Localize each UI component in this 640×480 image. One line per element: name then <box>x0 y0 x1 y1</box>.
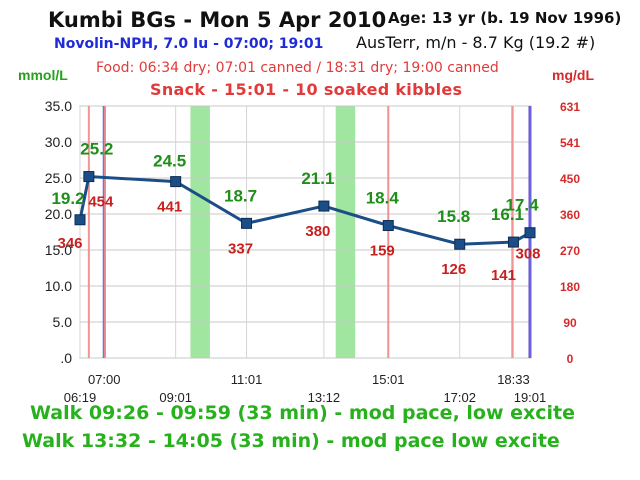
y-tick-label-right: 541 <box>560 136 580 150</box>
bg-point <box>170 176 182 188</box>
y-tick-label: 25.0 <box>45 170 72 186</box>
x-tick-label: 15:01 <box>372 372 405 387</box>
food-note: Food: 06:34 dry; 07:01 canned / 18:31 dr… <box>96 60 499 76</box>
bg-point <box>83 171 95 183</box>
breed-weight-label: AusTerr, m/n - 8.7 Kg (19.2 #) <box>356 33 596 52</box>
y-tick-label-right: 180 <box>560 280 580 294</box>
bg-point <box>524 227 536 239</box>
bg-label-mmol: 17.4 <box>505 196 539 215</box>
bg-point <box>454 238 466 250</box>
y-tick-label-right: 270 <box>560 244 580 258</box>
bg-label-mgdl: 346 <box>57 235 82 252</box>
chart-title: Kumbi BGs - Mon 5 Apr 2010 <box>48 8 387 32</box>
bg-point <box>74 214 86 226</box>
x-tick-label: 18:33 <box>497 372 530 387</box>
bg-label-mmol: 18.4 <box>366 189 400 208</box>
x-tick-label: 07:00 <box>88 372 121 387</box>
bg-label-mmol: 16.1 <box>491 205 524 224</box>
bg-label-mmol: 15.8 <box>437 207 470 226</box>
bg-label-mmol: 25.2 <box>80 140 113 159</box>
y-tick-label: 20.0 <box>45 206 72 222</box>
y-tick-label: .0 <box>60 350 72 366</box>
bg-label-mgdl: 380 <box>305 223 330 240</box>
bg-label-mgdl: 454 <box>88 194 114 211</box>
y-axis-label-right: mg/dL <box>552 67 594 83</box>
x-tick-label: 19:01 <box>514 390 547 405</box>
bg-label-mgdl: 441 <box>157 199 182 216</box>
y-tick-label: 30.0 <box>45 134 72 150</box>
bg-point <box>382 220 394 232</box>
walk-note-1: Walk 09:26 - 09:59 (33 min) - mod pace, … <box>30 402 576 424</box>
x-tick-label: 13:12 <box>308 390 341 405</box>
plot-area <box>79 105 531 359</box>
y-tick-label-right: 360 <box>560 208 580 222</box>
bg-label-mmol: 21.1 <box>301 169 334 188</box>
bg-point <box>507 236 519 248</box>
walk-band-1 <box>190 106 210 358</box>
y-tick-label-right: 450 <box>560 172 580 186</box>
x-tick-label: 17:02 <box>443 390 476 405</box>
bg-label-mgdl: 308 <box>515 246 540 263</box>
y-tick-label: 5.0 <box>53 314 73 330</box>
x-tick-label: 09:01 <box>159 390 192 405</box>
bg-label-mgdl: 141 <box>491 267 516 284</box>
y-tick-label: 35.0 <box>45 98 72 114</box>
walk-band-2 <box>335 106 356 358</box>
x-tick-label: 11:01 <box>231 372 263 387</box>
y-tick-label-right: 0 <box>567 352 574 366</box>
bg-label-mgdl: 337 <box>228 240 253 257</box>
bg-label-mgdl: 126 <box>441 261 466 278</box>
insulin-subtitle: Novolin-NPH, 7.0 Iu - 07:00; 19:01 <box>54 36 324 52</box>
age-label: Age: 13 yr (b. 19 Nov 1996) <box>388 9 622 27</box>
bg-point <box>241 217 253 229</box>
y-tick-label-right: 90 <box>563 316 577 330</box>
bg-label-mgdl: 159 <box>370 243 395 260</box>
snack-note: Snack - 15:01 - 10 soaked kibbles <box>150 80 463 99</box>
x-tick-label: 06:19 <box>64 390 97 405</box>
y-axis-label-left: mmol/L <box>18 67 68 83</box>
y-tick-label: 10.0 <box>45 278 72 294</box>
walk-note-2: Walk 13:32 - 14:05 (33 min) - mod pace l… <box>22 430 560 452</box>
bg-label-mmol: 19.2 <box>51 189 84 208</box>
bg-label-mmol: 24.5 <box>153 152 186 171</box>
y-tick-label: 15.0 <box>45 242 72 258</box>
y-tick-label-right: 631 <box>560 100 580 114</box>
bg-label-mmol: 18.7 <box>224 186 257 205</box>
bg-point <box>318 200 330 212</box>
